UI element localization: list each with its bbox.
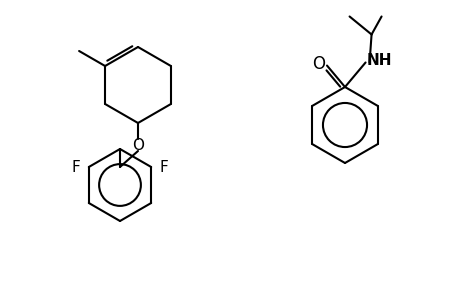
Text: F: F	[159, 160, 168, 175]
Text: O: O	[312, 55, 325, 73]
Text: F: F	[71, 160, 80, 175]
Text: NH: NH	[366, 53, 392, 68]
Text: O: O	[132, 137, 144, 152]
